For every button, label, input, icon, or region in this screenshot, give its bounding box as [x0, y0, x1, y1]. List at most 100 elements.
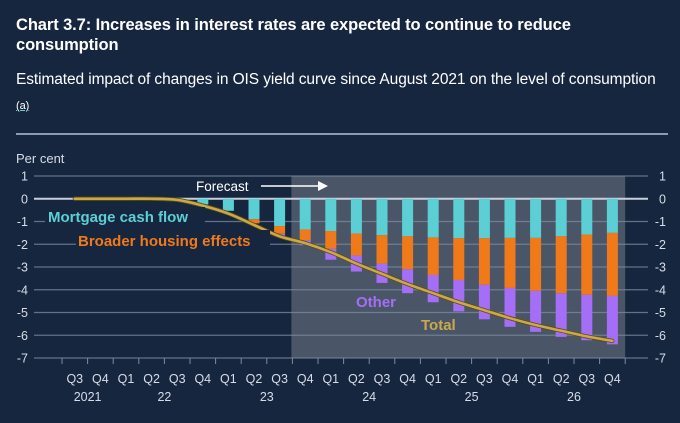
- forecast-arrow-icon: [318, 181, 328, 191]
- y-tick-label-right: -3: [655, 261, 666, 275]
- x-tick-label: Q1: [220, 372, 237, 386]
- y-tick-label-left: -4: [17, 283, 28, 297]
- y-tick-label-left: -3: [17, 261, 28, 275]
- label-bg: [76, 230, 270, 248]
- bar-mortgage-cash-flow: [325, 198, 337, 232]
- y-tick-label-right: -6: [655, 329, 666, 343]
- forecast-label-bg: [190, 177, 260, 194]
- bar-broader-housing-effects: [504, 237, 516, 288]
- label-mortgage-cash-flow: Mortgage cash flow: [48, 209, 188, 226]
- bar-other: [606, 295, 618, 345]
- bar-mortgage-cash-flow: [555, 198, 567, 237]
- x-tick-label: Q2: [348, 372, 365, 386]
- bar-broader-housing-effects: [555, 236, 567, 294]
- bar-broader-housing-effects: [350, 233, 362, 256]
- bar-other: [504, 287, 516, 327]
- x-tick-label: Q3: [476, 372, 493, 386]
- title-divider: [16, 133, 668, 135]
- y-tick-label-left: -1: [17, 215, 28, 229]
- x-year-label: 26: [567, 390, 581, 404]
- bar-broader-housing-effects: [402, 236, 414, 270]
- x-tick-label: Q1: [322, 372, 339, 386]
- forecast-label: Forecast: [196, 179, 249, 194]
- chart-subtitle: Estimated impact of changes in OIS yield…: [16, 67, 666, 124]
- bar-broader-housing-effects: [248, 219, 260, 224]
- bar-mortgage-cash-flow: [504, 198, 516, 238]
- bar-broader-housing-effects: [530, 237, 542, 291]
- y-tick-label-left: -7: [17, 352, 28, 366]
- x-tick-label: Q2: [553, 372, 570, 386]
- x-year-label: 25: [465, 390, 479, 404]
- x-tick-label: Q1: [118, 372, 135, 386]
- y-tick-label-left: 1: [21, 170, 28, 184]
- bar-mortgage-cash-flow: [274, 198, 286, 227]
- y-axis-label: Per cent: [16, 151, 65, 166]
- bar-broader-housing-effects: [581, 234, 593, 295]
- footnote-link[interactable]: (a): [16, 100, 30, 112]
- bar-broader-housing-effects: [478, 238, 490, 285]
- x-tick-label: Q4: [194, 372, 211, 386]
- chart-title: Chart 3.7: Increases in interest rates a…: [16, 16, 571, 54]
- y-tick-label-left: -5: [17, 306, 28, 320]
- bar-broader-housing-effects: [453, 238, 465, 280]
- bar-mortgage-cash-flow: [606, 198, 618, 233]
- y-tick-label-left: -6: [17, 329, 28, 343]
- bar-broader-housing-effects: [299, 229, 311, 241]
- y-tick-label-right: -7: [655, 352, 666, 366]
- bar-other: [530, 290, 542, 332]
- x-tick-label: Q4: [502, 372, 519, 386]
- x-tick-label: Q2: [450, 372, 467, 386]
- x-year-label: 23: [260, 390, 274, 404]
- bar-mortgage-cash-flow: [248, 198, 260, 220]
- label-bg: [45, 207, 205, 225]
- y-tick-label-right: -1: [655, 215, 666, 229]
- bar-mortgage-cash-flow: [453, 198, 465, 239]
- bar-broader-housing-effects: [274, 226, 286, 234]
- label-other: Other: [356, 294, 396, 311]
- bar-other: [555, 293, 567, 337]
- x-year-label: 2021: [74, 390, 102, 404]
- bar-mortgage-cash-flow: [581, 198, 593, 235]
- x-tick-label: Q4: [399, 372, 416, 386]
- x-tick-label: Q3: [66, 372, 83, 386]
- bar-mortgage-cash-flow: [376, 198, 388, 236]
- label-total: Total: [421, 317, 456, 334]
- bar-mortgage-cash-flow: [350, 198, 362, 234]
- bar-mortgage-cash-flow: [478, 198, 490, 239]
- y-tick-label-right: -4: [655, 283, 666, 297]
- bar-broader-housing-effects: [376, 235, 388, 264]
- y-tick-label-left: 0: [21, 192, 28, 206]
- x-year-label: 24: [362, 390, 376, 404]
- y-tick-label-right: -5: [655, 306, 666, 320]
- bar-mortgage-cash-flow: [427, 198, 439, 238]
- bar-other: [427, 274, 439, 303]
- bar-other: [402, 269, 414, 294]
- total-line: [72, 196, 615, 344]
- x-tick-label: Q4: [604, 372, 621, 386]
- axes: 1 1 0 0 -1 -1 -2 -2 -3 -3 -4 -4 -5 -5 -6 -6 -7 -7 Q3 Q4 Q1 Q2…: [17, 170, 666, 405]
- x-tick-label: Q1: [527, 372, 544, 386]
- x-tick-label: Q3: [578, 372, 595, 386]
- y-tick-label-right: 0: [659, 192, 666, 206]
- bar-other: [478, 284, 490, 320]
- x-tick-label: Q3: [374, 372, 391, 386]
- x-tick-label: Q3: [169, 372, 186, 386]
- total-line-path: [73, 197, 614, 343]
- subtitle-text: Estimated impact of changes in OIS yield…: [16, 71, 656, 88]
- bar-mortgage-cash-flow: [197, 198, 209, 205]
- y-tick-label-right: 1: [659, 170, 666, 184]
- bar-other: [453, 279, 465, 312]
- bar-broader-housing-effects: [427, 237, 439, 275]
- bar-broader-housing-effects: [606, 232, 618, 296]
- bar-mortgage-cash-flow: [530, 198, 542, 238]
- x-tick-label: Q2: [246, 372, 263, 386]
- bar-other: [581, 294, 593, 341]
- x-tick-label: Q4: [92, 372, 109, 386]
- label-broader-housing-effects: Broader housing effects: [78, 233, 251, 250]
- bar-broader-housing-effects: [325, 231, 337, 249]
- y-tick-label-right: -2: [655, 238, 666, 252]
- bars: [197, 198, 618, 345]
- bar-mortgage-cash-flow: [299, 198, 311, 230]
- annotations: Forecast Mortgage cash flow Broader housin…: [45, 177, 456, 334]
